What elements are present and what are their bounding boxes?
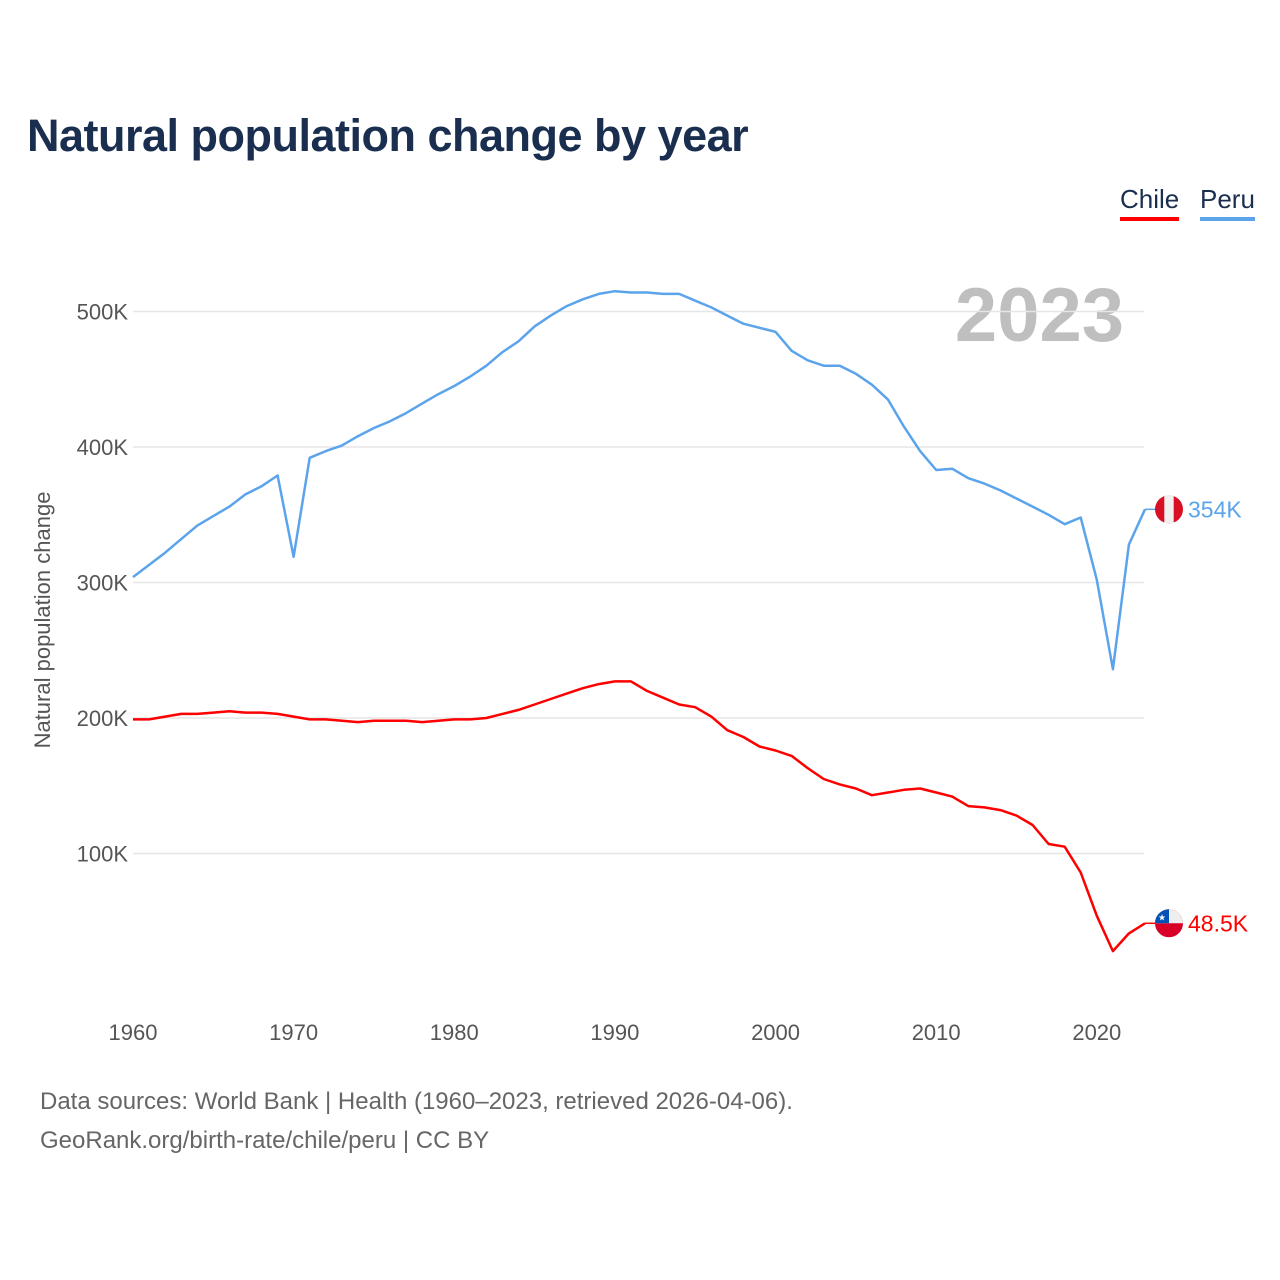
source-text: Data sources: World Bank | Health (1960–… [40, 1088, 793, 1115]
source-link[interactable]: GeoRank.org/birth-rate/chile/peru | CC B… [40, 1127, 490, 1154]
chile-flag-icon-blue [1155, 909, 1169, 924]
end-label-chile: 48.5K [1188, 910, 1249, 936]
chile-flag-star-icon: ★ [1158, 912, 1166, 922]
x-tick-label: 1980 [430, 1020, 479, 1045]
x-tick-label: 1990 [590, 1020, 639, 1045]
current-year-label: 2023 [954, 273, 1124, 358]
legend-chile[interactable]: Chile [1120, 184, 1180, 221]
y-tick-label: 300K [77, 571, 129, 596]
y-tick-label: 100K [77, 842, 129, 867]
x-tick-label: 1970 [269, 1020, 318, 1045]
chart-title: Natural population change by year [27, 110, 749, 161]
legend-peru[interactable]: Peru [1200, 184, 1255, 221]
end-label-peru: 354K [1188, 496, 1242, 522]
x-tick-label: 2020 [1072, 1020, 1121, 1045]
x-tick-label: 1960 [109, 1020, 158, 1045]
x-tick-label: 2000 [751, 1020, 800, 1045]
y-tick-label: 400K [77, 435, 129, 460]
y-tick-label: 500K [77, 300, 129, 325]
x-tick-label: 2010 [912, 1020, 961, 1045]
y-tick-label: 200K [77, 706, 129, 731]
peru-flag-icon-stripe [1164, 495, 1174, 524]
series-line-peru [132, 289, 1147, 671]
series-line-chile [133, 680, 1146, 953]
